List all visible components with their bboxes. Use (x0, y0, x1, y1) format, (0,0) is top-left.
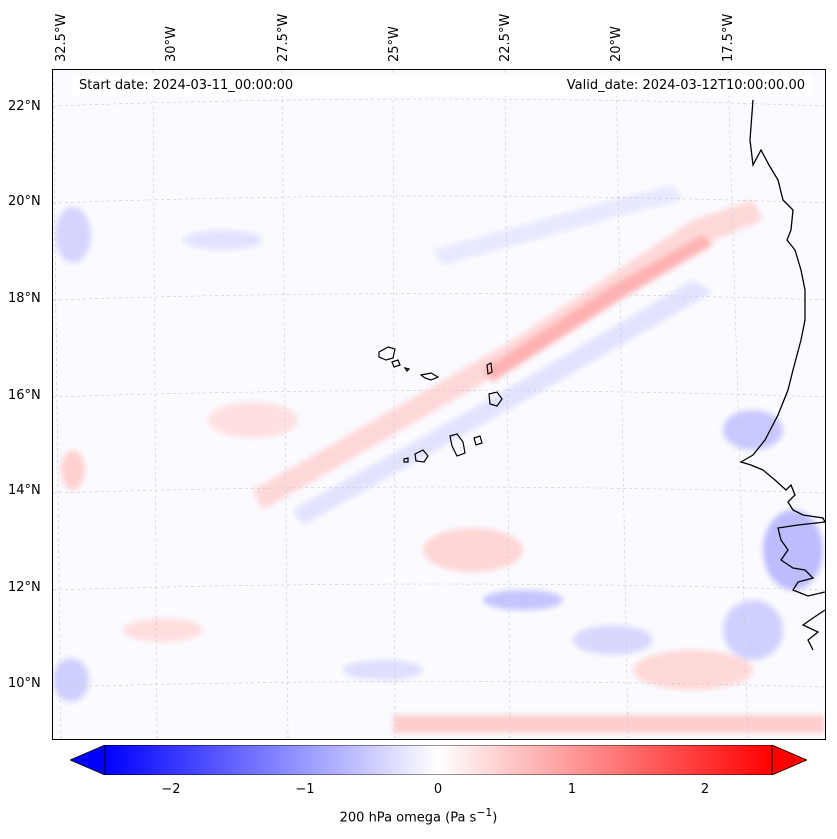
island-maio (473, 435, 483, 446)
colorbar-gradient (104, 745, 773, 775)
start-date-label: Start date: 2024-03-11_00:00:00 (71, 76, 302, 95)
lon-label-17-5w: 17.5°W (721, 13, 736, 62)
lat-gridline-16n (53, 390, 825, 398)
lon-label-20w: 20°W (609, 26, 624, 62)
lat-gridline-10n (53, 681, 825, 688)
negative-omega-blob (723, 410, 783, 450)
negative-omega-blob (183, 230, 263, 250)
island-santa-luzia (403, 367, 411, 372)
island-brava (403, 457, 409, 463)
colorbar-left-arrow (70, 745, 106, 775)
island-fogo (414, 449, 429, 463)
colorbar-tick-0: 0 (433, 782, 443, 797)
lon-label-30w: 30°W (164, 26, 179, 62)
colorbar-tick-neg2: −2 (161, 782, 181, 797)
lon-label-32-5w: 32.5°W (54, 13, 69, 62)
negative-omega-band (293, 280, 713, 525)
colorbar-label: 200 hPa omega (Pa s−1) (0, 806, 837, 825)
island-sal (486, 362, 493, 375)
colorbar-tick-2: 2 (700, 782, 710, 797)
lat-gridline-18n (53, 293, 825, 301)
lat-gridline-12n (53, 583, 825, 591)
island-santo-antao (378, 346, 396, 361)
colorbar-label-main: 200 hPa omega (Pa s (339, 810, 477, 826)
lat-gridline-22n (53, 98, 825, 107)
lon-label-22-5w: 22.5°W (498, 13, 513, 62)
lat-label-20n: 20°N (8, 194, 41, 209)
negative-omega-blob (53, 658, 89, 702)
colorbar-label-end: ) (492, 810, 498, 826)
negative-omega-blob (723, 600, 783, 660)
lon-gridline-27-5w (281, 70, 289, 739)
negative-omega-blob (483, 590, 563, 610)
colorbar-label-sup: −1 (476, 806, 493, 819)
positive-omega-blob (61, 450, 85, 490)
lat-label-12n: 12°N (8, 580, 41, 595)
positive-omega-band-core (483, 235, 713, 382)
lon-label-27-5w: 27.5°W (276, 13, 291, 62)
valid-date-label: Valid_date: 2024-03-12T10:00:00.00 (558, 76, 813, 95)
omega-contour-field (53, 185, 825, 733)
negative-omega-blob (763, 510, 823, 590)
lat-label-16n: 16°N (8, 388, 41, 403)
island-sao-nicolau (419, 372, 440, 381)
colorbar-right-arrow (771, 745, 807, 775)
omega-field-map (53, 70, 825, 739)
graticule (53, 70, 825, 739)
coastline (739, 99, 825, 651)
colorbar (70, 745, 807, 775)
african-coastline (739, 99, 825, 597)
colorbar-tick-neg1: −1 (295, 782, 315, 797)
colorbar-tick-1: 1 (567, 782, 577, 797)
positive-omega-strip-south (393, 715, 825, 733)
guinea-bissau-coast (801, 609, 825, 651)
map-panel[interactable]: Start date: 2024-03-11_00:00:00 Valid_da… (52, 69, 826, 740)
lat-label-22n: 22°N (8, 99, 41, 114)
negative-omega-blob (573, 625, 653, 655)
positive-omega-blob (633, 650, 753, 690)
lon-label-25w: 25°W (387, 26, 402, 62)
positive-omega-blob (123, 618, 203, 642)
lat-label-14n: 14°N (8, 483, 41, 498)
lon-gridline-25w (392, 70, 396, 739)
positive-omega-blob (208, 402, 298, 438)
island-sao-vicente (391, 359, 401, 368)
lat-gridline-20n (53, 195, 825, 204)
island-boa-vista (488, 391, 503, 407)
lat-gridline-14n (53, 486, 825, 494)
negative-omega-band-2 (433, 185, 683, 265)
island-santiago (449, 433, 466, 457)
lon-gridline-32-5w (53, 70, 62, 739)
negative-omega-blob (55, 207, 91, 263)
positive-omega-blob (423, 528, 523, 572)
lat-label-10n: 10°N (8, 676, 41, 691)
cape-verde-islands (378, 346, 503, 463)
lat-label-18n: 18°N (8, 291, 41, 306)
negative-omega-blob (343, 660, 423, 680)
